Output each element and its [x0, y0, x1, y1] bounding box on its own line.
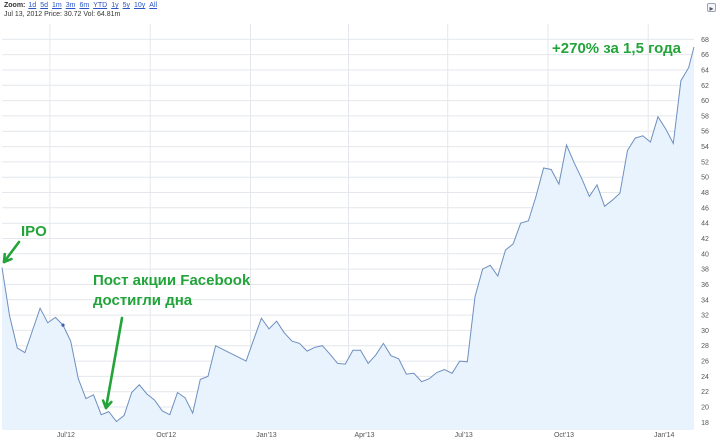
zoom-5y-link[interactable]: 5y: [122, 2, 130, 9]
y-tick-label: 64: [701, 68, 709, 75]
x-tick-label: Jul'12: [57, 432, 75, 439]
zoom-6m-link[interactable]: 6m: [79, 2, 90, 9]
y-tick-label: 58: [701, 113, 709, 120]
y-tick-label: 30: [701, 328, 709, 335]
zoom-1m-link[interactable]: 1m: [51, 2, 62, 9]
zoom-1d-link[interactable]: 1d: [28, 2, 37, 9]
arrow-bottom-icon: [101, 316, 124, 410]
x-tick-label: Jan'13: [256, 432, 277, 439]
scroll-right-icon[interactable]: ▸: [707, 3, 716, 13]
y-tick-label: 66: [701, 52, 709, 59]
y-axis-ticks: 18 20 22 24 26 28 30 32 34 36 38 40 42 44 46 48 50 52 54 56…: [701, 37, 709, 427]
price-info-readout: Jul 13, 2012 Price: 30.72 Vol: 64.81m: [4, 11, 121, 18]
arrow-shaft: [2, 240, 21, 264]
y-tick-label: 24: [701, 374, 709, 381]
y-tick-label: 20: [701, 405, 709, 412]
arrow-ipo-icon: [2, 240, 21, 264]
x-tick-label: Jul'13: [455, 432, 473, 439]
zoom-3m-link[interactable]: 3m: [65, 2, 76, 9]
y-tick-label: 48: [701, 190, 709, 197]
annotation-growth: +270% за 1,5 года: [552, 40, 682, 57]
x-axis-ticks: Jul'12 Oct'12 Jan'13 Apr'13 Jul'13 Oct'13 Jan'…: [57, 432, 675, 439]
annotations: IPO Пост акции Facebook достигли дна +27…: [2, 40, 682, 410]
arrow-head: [2, 252, 13, 264]
price-area-fill: [2, 47, 694, 430]
y-tick-label: 42: [701, 236, 709, 243]
x-tick-label: Jan'14: [654, 432, 675, 439]
zoom-ytd-link[interactable]: YTD: [93, 2, 108, 9]
y-tick-label: 18: [701, 420, 709, 427]
y-tick-label: 56: [701, 129, 709, 136]
zoom-1y-link[interactable]: 1y: [111, 2, 119, 9]
y-tick-label: 38: [701, 267, 709, 274]
y-tick-label: 52: [701, 159, 709, 166]
zoom-10y-link[interactable]: 10y: [134, 2, 146, 9]
y-tick-label: 62: [701, 83, 709, 90]
y-tick-label: 36: [701, 282, 709, 289]
annotation-ipo: IPO: [21, 223, 47, 240]
y-tick-label: 26: [701, 359, 709, 366]
y-tick-label: 40: [701, 251, 709, 258]
price-line: [1, 46, 695, 423]
x-tick-label: Apr'13: [354, 432, 374, 439]
y-tick-label: 54: [701, 144, 709, 151]
y-tick-label: 44: [701, 221, 709, 228]
y-tick-label: 50: [701, 175, 709, 182]
y-tick-label: 46: [701, 205, 709, 212]
x-tick-label: Oct'13: [554, 432, 574, 439]
y-tick-label: 32: [701, 313, 709, 320]
y-tick-label: 68: [701, 37, 709, 44]
x-tick-label: Oct'12: [156, 432, 176, 439]
annotation-bottom-line2: достигли дна: [93, 292, 193, 309]
zoom-label: Zoom:: [4, 2, 26, 9]
y-tick-label: 34: [701, 297, 709, 304]
arrow-shaft: [104, 316, 124, 410]
y-tick-label: 60: [701, 98, 709, 105]
zoom-toolbar: Zoom: 1d 5d 1m 3m 6m YTD 1y 5y 10y All: [4, 2, 161, 9]
zoom-5d-link[interactable]: 5d: [40, 2, 48, 9]
arrow-head: [101, 399, 113, 410]
zoom-all-link[interactable]: All: [149, 2, 158, 9]
annotation-bottom-line1: Пост акции Facebook: [93, 272, 251, 289]
y-tick-label: 22: [701, 389, 709, 396]
y-tick-label: 28: [701, 343, 709, 350]
highlight-point: [61, 323, 65, 327]
